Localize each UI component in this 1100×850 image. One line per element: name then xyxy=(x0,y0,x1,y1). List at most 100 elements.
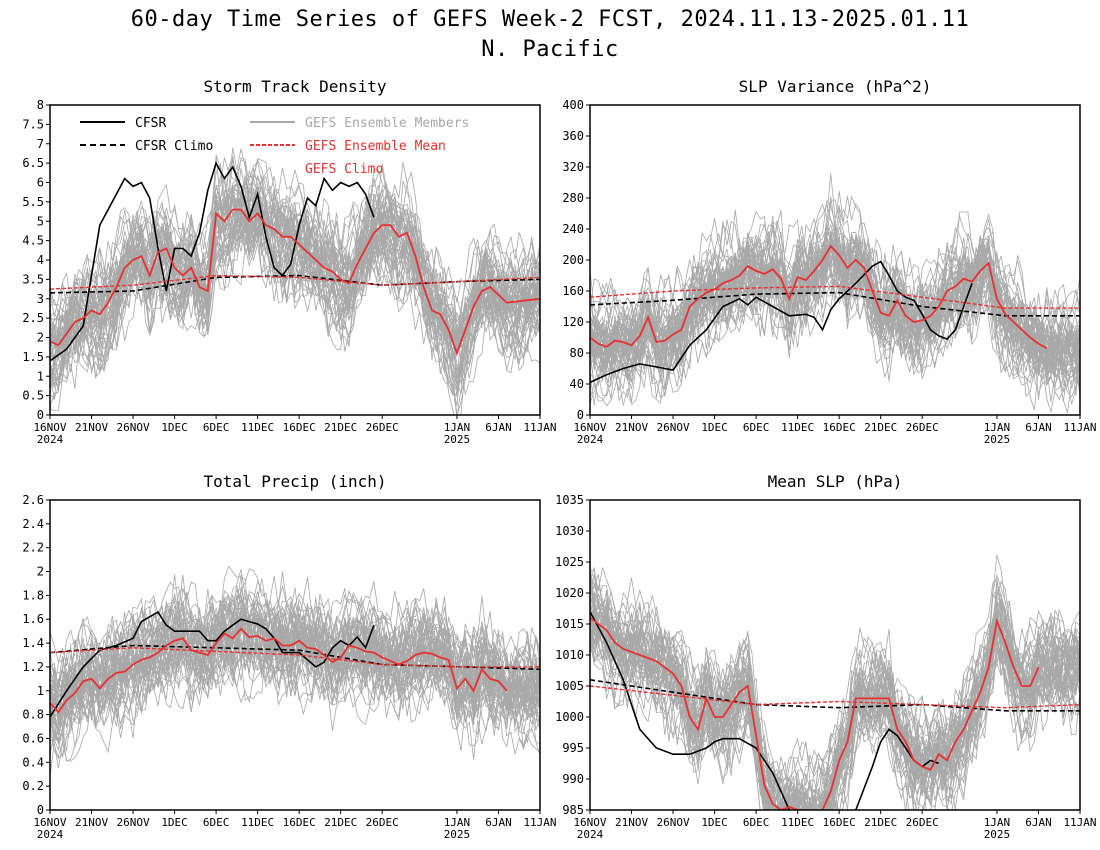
y-tick-label: 0 xyxy=(37,803,44,817)
y-tick-label: 1015 xyxy=(555,617,584,631)
ensemble-member-line xyxy=(590,591,1080,810)
panel-2: SLP Variance (hPa^2) 0 40 80 120 160 200 240 280… xyxy=(562,77,1096,446)
figure-title: 60-day Time Series of GEFS Week-2 FCST, … xyxy=(0,5,1100,65)
y-tick-label: 1.4 xyxy=(22,636,44,650)
plot-frame xyxy=(49,499,541,811)
ensemble-member-line xyxy=(590,264,1080,405)
x-tick-label: 26NOV xyxy=(116,816,149,829)
gefs-climo-line xyxy=(50,647,540,668)
y-tick-label: 2.2 xyxy=(22,541,44,555)
ensemble-member-line xyxy=(50,155,540,340)
x-tick-label: 1DEC xyxy=(161,816,188,829)
x-tick-label: 21DEC xyxy=(864,421,897,434)
legend: CFSR CFSR Climo GEFS Ensemble Members GEFS … xyxy=(80,116,469,177)
y-tick-label: 0.6 xyxy=(22,731,44,745)
y-tick-label: 360 xyxy=(562,129,584,143)
y-tick-label: 1005 xyxy=(555,679,584,693)
y-tick-label: 280 xyxy=(562,191,584,205)
legend-cfsr-climo-label: CFSR Climo xyxy=(135,139,213,154)
y-tick-label: 1020 xyxy=(555,586,584,600)
x-tick-label: 6DEC xyxy=(743,421,770,434)
x-tick-label: 21NOV xyxy=(75,421,108,434)
y-tick-label: 1.5 xyxy=(22,350,44,364)
ensemble-member-line xyxy=(50,588,540,695)
ensemble-member-line xyxy=(50,198,540,374)
y-tick-label: 8 xyxy=(37,98,44,112)
panel-title: Storm Track Density xyxy=(203,77,386,96)
ensemble-member-line xyxy=(590,227,1080,359)
gefs-mean-line xyxy=(50,627,508,714)
x-tick-label: 21NOV xyxy=(75,816,108,829)
ensemble-member-line xyxy=(50,627,540,762)
y-tick-label: 0.4 xyxy=(22,755,44,769)
x-tick-label: 16DEC xyxy=(283,421,316,434)
ensemble-member-line xyxy=(590,607,1080,810)
x-tick-label: 11JAN xyxy=(523,816,556,829)
y-tick-label: 1035 xyxy=(555,493,584,507)
y-tick-label: 990 xyxy=(562,772,584,786)
x-tick-label: 16NOV xyxy=(573,816,606,829)
y-tick-label: 985 xyxy=(562,803,584,817)
y-tick-label: 80 xyxy=(570,346,584,360)
ensemble-member-line xyxy=(590,255,1080,389)
x-tick-label: 21NOV xyxy=(615,816,648,829)
ensemble-member-line xyxy=(590,244,1080,403)
y-tick-label: 200 xyxy=(562,253,584,267)
gefs-mean-line xyxy=(50,208,540,356)
ensemble-member-line xyxy=(50,627,540,736)
x-tick-label: 26NOV xyxy=(656,816,689,829)
cfsr-line xyxy=(50,161,375,362)
ensemble-member-line xyxy=(590,625,1080,810)
x-tick-label: 26DEC xyxy=(366,816,399,829)
x-tick-label: 16DEC xyxy=(823,816,856,829)
x-tick-year-label: 2024 xyxy=(37,828,64,841)
ensemble-member-line xyxy=(50,641,540,778)
y-tick-label: 995 xyxy=(562,741,584,755)
panel-title: SLP Variance (hPa^2) xyxy=(739,77,932,96)
x-tick-label: 11DEC xyxy=(781,421,814,434)
x-tick-label: 1JAN xyxy=(444,816,471,829)
x-tick-label: 1JAN xyxy=(984,816,1011,829)
cfsr-line xyxy=(590,611,940,810)
figure-title-line2: N. Pacific xyxy=(481,37,619,62)
y-tick-label: 3.5 xyxy=(22,272,44,286)
x-tick-year-label: 2024 xyxy=(577,433,604,446)
figure-title-line1: 60-day Time Series of GEFS Week-2 FCST, … xyxy=(130,7,970,32)
x-tick-label: 21DEC xyxy=(324,816,357,829)
legend-ens-mean-label: GEFS Ensemble Mean xyxy=(305,139,446,154)
y-tick-label: 240 xyxy=(562,222,584,236)
x-tick-label: 11DEC xyxy=(241,421,274,434)
y-tick-label: 1010 xyxy=(555,648,584,662)
x-tick-label: 6JAN xyxy=(485,421,512,434)
x-tick-label: 26DEC xyxy=(906,421,939,434)
gefs-mean-line xyxy=(590,617,1040,810)
plot-area xyxy=(590,554,1080,810)
y-tick-label: 6.5 xyxy=(22,156,44,170)
x-tick-label: 11JAN xyxy=(1063,816,1096,829)
x-tick-label: 6JAN xyxy=(485,816,512,829)
legend-members-label: GEFS Ensemble Members xyxy=(305,116,469,131)
y-tick-label: 1.2 xyxy=(22,660,44,674)
x-tick-year-label: 2025 xyxy=(984,828,1011,841)
legend-cfsr-label: CFSR xyxy=(135,116,166,131)
x-tick-label: 16NOV xyxy=(33,816,66,829)
x-tick-label: 6DEC xyxy=(743,816,770,829)
x-tick-label: 21DEC xyxy=(324,421,357,434)
y-tick-label: 0 xyxy=(577,408,584,422)
cfsr-climo-line xyxy=(590,679,1080,712)
x-tick-label: 26DEC xyxy=(906,816,939,829)
ensemble-member-line xyxy=(50,201,540,383)
x-tick-label: 11JAN xyxy=(523,421,556,434)
plot-area xyxy=(50,147,540,415)
ensemble-member-line xyxy=(50,574,540,704)
ensemble-member-line xyxy=(50,197,540,366)
y-tick-label: 6 xyxy=(37,176,44,190)
x-tick-label: 6JAN xyxy=(1025,421,1052,434)
y-tick-label: 1000 xyxy=(555,710,584,724)
x-tick-year-label: 2025 xyxy=(984,433,1011,446)
x-tick-label: 26NOV xyxy=(656,421,689,434)
ensemble-member-line xyxy=(590,266,1080,414)
y-tick-label: 3 xyxy=(37,292,44,306)
ensemble-member-line xyxy=(50,619,540,732)
